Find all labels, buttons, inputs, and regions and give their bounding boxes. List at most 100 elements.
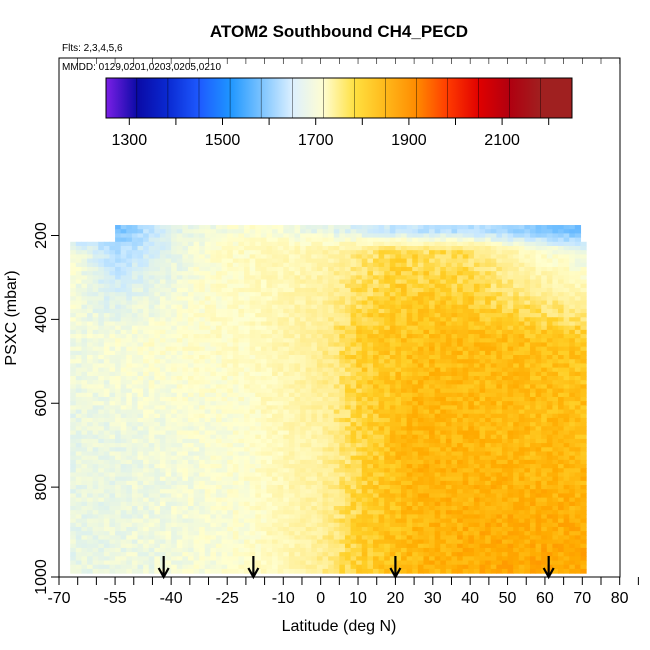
heatmap-cell: [490, 334, 497, 339]
heatmap-cell: [490, 384, 497, 390]
heatmap-cell: [339, 250, 346, 255]
heatmap-cell: [75, 451, 83, 457]
heatmap-cell: [507, 430, 514, 436]
heatmap-cell: [232, 384, 240, 390]
heatmap-cell: [159, 434, 167, 440]
heatmap-cell: [485, 308, 492, 314]
heatmap-cell: [199, 321, 206, 327]
heatmap-cell: [541, 292, 548, 297]
heatmap-cell: [159, 367, 167, 373]
heatmap-cell: [109, 266, 116, 272]
heatmap-cell: [372, 409, 380, 415]
heatmap-cell: [294, 409, 301, 415]
heatmap-cell: [580, 262, 587, 268]
heatmap-cell: [361, 271, 368, 276]
heatmap-cell: [350, 258, 357, 264]
heatmap-cell: [367, 304, 374, 310]
heatmap-cell: [311, 388, 318, 394]
heatmap-cell: [440, 363, 447, 369]
heatmap-cell: [103, 371, 111, 377]
heatmap-cell: [389, 447, 397, 453]
heatmap-cell: [210, 451, 217, 457]
heatmap-cell: [210, 292, 217, 297]
heatmap-cell: [417, 405, 425, 411]
heatmap-cell: [401, 292, 408, 297]
heatmap-cell: [148, 434, 155, 440]
heatmap-cell: [417, 359, 425, 365]
heatmap-cell: [244, 396, 251, 402]
heatmap-cell: [328, 355, 335, 360]
heatmap-cell: [109, 346, 116, 352]
heatmap-cell: [227, 438, 234, 444]
heatmap-cell: [333, 250, 340, 255]
heatmap-cell: [445, 430, 453, 436]
heatmap-cell: [485, 447, 492, 453]
heatmap-cell: [580, 355, 587, 360]
heatmap-cell: [350, 338, 357, 344]
heatmap-cell: [266, 384, 273, 390]
heatmap-cell: [288, 438, 296, 444]
heatmap-cell: [513, 296, 520, 302]
heatmap-cell: [260, 426, 268, 432]
heatmap-cell: [316, 438, 324, 444]
heatmap-cell: [288, 447, 296, 453]
heatmap-cell: [249, 283, 256, 289]
heatmap-cell: [367, 296, 374, 302]
heatmap-cell: [204, 334, 211, 339]
heatmap-cell: [558, 380, 565, 385]
heatmap-cell: [367, 405, 374, 411]
heatmap-cell: [87, 422, 94, 427]
heatmap-cell: [143, 447, 150, 453]
heatmap-cell: [238, 254, 245, 260]
heatmap-cell: [154, 413, 161, 419]
heatmap-cell: [120, 438, 127, 444]
heatmap-cell: [479, 342, 486, 348]
heatmap-cell: [316, 300, 324, 306]
heatmap-cell: [87, 350, 94, 356]
heatmap-cell: [406, 384, 413, 390]
heatmap-cell: [165, 237, 172, 243]
heatmap-cell: [423, 338, 430, 344]
heatmap-cell: [232, 275, 240, 281]
heatmap-cell: [182, 380, 189, 385]
heatmap-cell: [283, 266, 290, 272]
heatmap-cell: [328, 317, 335, 323]
heatmap-cell: [535, 329, 542, 335]
heatmap-cell: [541, 409, 548, 415]
heatmap-cell: [457, 380, 464, 385]
heatmap-cell: [384, 396, 391, 402]
heatmap-cell: [288, 279, 296, 285]
heatmap-cell: [98, 338, 105, 344]
heatmap-cell: [378, 434, 385, 440]
heatmap-cell: [87, 321, 94, 327]
heatmap-cell: [479, 359, 486, 365]
heatmap-cell: [316, 258, 324, 264]
heatmap-cell: [339, 430, 346, 436]
heatmap-cell: [322, 258, 329, 264]
heatmap-cell: [546, 266, 554, 272]
heatmap-cell: [131, 296, 139, 302]
heatmap-cell: [412, 392, 419, 398]
heatmap-cell: [159, 409, 167, 415]
heatmap-cell: [305, 338, 312, 344]
heatmap-cell: [361, 296, 368, 302]
heatmap-cell: [412, 451, 419, 457]
heatmap-cell: [468, 250, 475, 255]
heatmap-cell: [154, 388, 161, 394]
heatmap-cell: [580, 308, 587, 314]
heatmap-cell: [227, 338, 234, 344]
heatmap-cell: [535, 375, 542, 381]
heatmap-cell: [255, 380, 262, 385]
heatmap-cell: [75, 409, 83, 415]
heatmap-cell: [401, 300, 408, 306]
heatmap-cell: [137, 405, 144, 411]
heatmap-cell: [451, 355, 458, 360]
heatmap-cell: [244, 229, 251, 234]
heatmap-cell: [378, 417, 385, 423]
heatmap-cell: [518, 380, 525, 385]
heatmap-cell: [513, 334, 520, 339]
heatmap-cell: [165, 287, 172, 293]
heatmap-cell: [356, 396, 363, 402]
heatmap-cell: [563, 279, 570, 285]
heatmap-cell: [361, 426, 368, 432]
